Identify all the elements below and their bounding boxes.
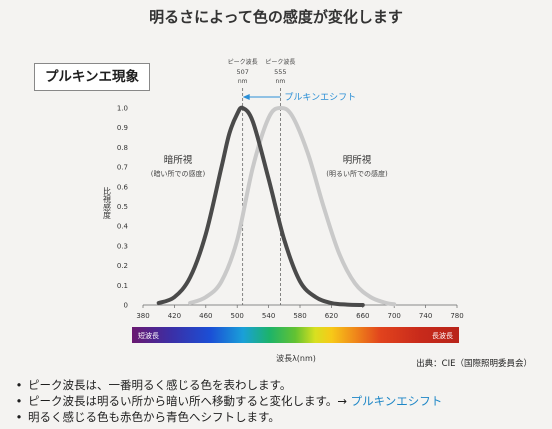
- note-link-purkinje-shift[interactable]: プルキンエシフト: [350, 394, 443, 408]
- x-axis-label: 波長λ(nm): [276, 353, 316, 363]
- y-tick-label: 0.3: [117, 242, 128, 250]
- spectrum-bar: 短波長 長波長: [132, 327, 459, 343]
- peak-unit: nm: [238, 78, 248, 85]
- x-tick-label: 540: [262, 312, 275, 320]
- spectrum-gradient: [132, 327, 459, 343]
- spectrum-right-label: 長波長: [432, 331, 453, 340]
- series-sublabel-scotopic: (暗い所での感度): [151, 169, 206, 178]
- figure-title: プルキンエ現象: [34, 63, 150, 91]
- shift-arrow-head: [242, 94, 250, 100]
- page-title: 明るさによって色の感度が変化します: [149, 8, 403, 26]
- series-sublabel-photopic: (明るい所での感度): [326, 169, 388, 178]
- note-item: • 明るく感じる色も赤色から青色へシフトします。: [10, 409, 442, 425]
- x-tick-label: 660: [356, 312, 369, 320]
- y-tick-label: 0.9: [117, 124, 128, 132]
- shift-annotation: プルキンエシフト: [284, 92, 356, 103]
- bullet-icon: •: [15, 378, 23, 392]
- series-label-photopic: 明所視: [343, 154, 372, 166]
- x-tick-label: 420: [168, 312, 181, 320]
- x-tick-label: 580: [293, 312, 306, 320]
- peak-caption: ピーク波長: [265, 58, 295, 66]
- spectrum-left-label: 短波長: [138, 331, 159, 340]
- y-tick-label: 0.8: [117, 144, 128, 152]
- y-tick-label: 0.4: [117, 223, 129, 231]
- source-credit: 出典：CIE（国際照明委員会）: [416, 359, 532, 369]
- note-text: ピーク波長は、一番明るく感じる色を表わします。: [28, 378, 292, 392]
- x-tick-label: 700: [388, 312, 401, 320]
- y-tick-label: 1.0: [117, 105, 128, 113]
- chart-axes: 380 420 460 500 540 580 620 660 700 740 780 0 0.1 0.2…: [103, 105, 464, 364]
- y-tick-label: 0.1: [117, 282, 128, 290]
- peak-value: 507: [236, 68, 248, 76]
- y-tick-label: 0.5: [117, 203, 128, 211]
- peak-unit: nm: [276, 78, 286, 85]
- y-tick-label: 0: [124, 302, 128, 310]
- peak-caption: ピーク波長: [228, 58, 258, 66]
- x-tick-label: 780: [450, 312, 463, 320]
- bullet-icon: •: [15, 410, 23, 424]
- series-photopic-line: [188, 105, 397, 307]
- x-tick-label: 380: [136, 312, 149, 320]
- peak-markers: ピーク波長 507 nm ピーク波長 555 nm プルキンエシフト: [228, 58, 356, 305]
- y-tick-label: 0.2: [117, 262, 128, 270]
- peak-value: 555: [274, 68, 286, 76]
- series-scotopic-line: [156, 105, 365, 307]
- x-tick-label: 620: [325, 312, 338, 320]
- x-tick-label: 740: [419, 312, 432, 320]
- chart-labels: 暗所視 (暗い所での感度) 明所視 (明るい所での感度): [151, 154, 388, 178]
- y-tick-label: 0.6: [117, 183, 129, 191]
- x-tick-label: 500: [231, 312, 244, 320]
- x-tick-label: 460: [199, 312, 212, 320]
- note-item: • ピーク波長は、一番明るく感じる色を表わします。: [10, 377, 442, 393]
- chart-series: [156, 105, 397, 307]
- note-text: 明るく感じる色も赤色から青色へシフトします。: [28, 410, 280, 424]
- series-label-scotopic: 暗所視: [164, 154, 193, 166]
- y-axis-label: 比視感度: [103, 186, 112, 220]
- note-text: ピーク波長は明るい所から暗い所へ移動すると変化します。→: [28, 394, 351, 408]
- y-tick-label: 0.7: [117, 164, 128, 172]
- bullet-icon: •: [15, 394, 23, 408]
- notes-list: • ピーク波長は、一番明るく感じる色を表わします。 • ピーク波長は明るい所から暗い…: [10, 377, 443, 425]
- note-item: • ピーク波長は明るい所から暗い所へ移動すると変化します。→ プルキンエシフト: [10, 393, 443, 409]
